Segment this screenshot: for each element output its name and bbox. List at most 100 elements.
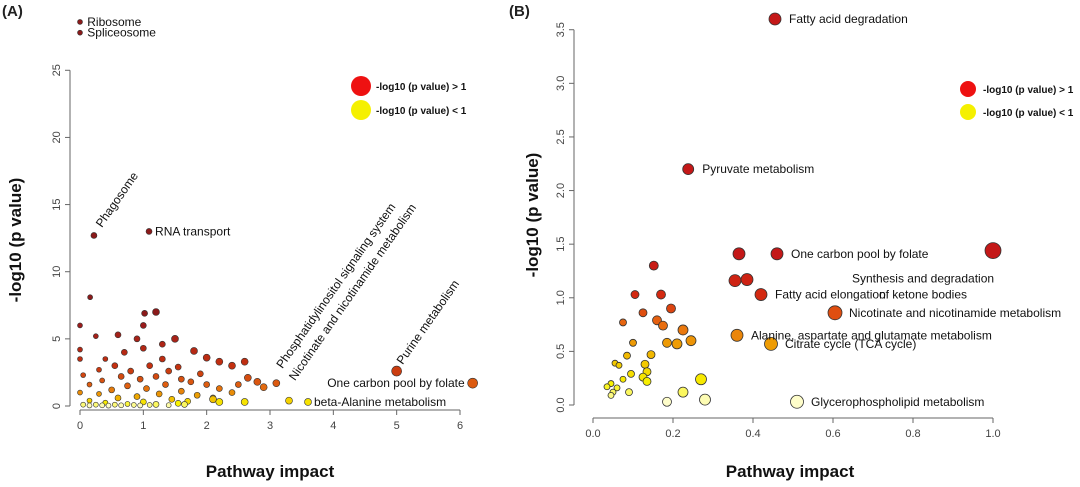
panel-b-data-point [754,288,768,301]
panel-a-data-point [111,362,119,370]
panel-b-data-point [627,370,635,378]
panel-b-data-point [640,359,650,369]
panel-a-data-point [203,381,210,388]
panel-a-data-point [136,375,144,383]
panel-a-data-point [152,401,160,408]
panel-b-data-point [764,336,778,351]
panel-b-point-label: Pyruvate metabolism [702,162,814,176]
panel-b-point-label: Citrate cycle (TCA cycle) [785,337,916,351]
panel-b-y-tick-label: 3.5 [555,22,567,37]
panel-b-x-tick-label: 0.8 [905,428,920,440]
panel-b-point-label: Synthesis and degradation [852,272,994,286]
panel-b-legend: -log10 (p value) > 1 -log10 (p value) < … [960,81,1074,120]
panel-b-y-tick-label: 1.5 [555,237,567,252]
panel-b-y-axis-title: -log10 (p value) [523,153,542,278]
panel-b-y-tick-label: 2.5 [555,129,567,144]
panel-a-data-point [391,365,402,377]
panel-a-data-point [178,375,185,383]
panel-a-data-point [77,356,83,362]
panel-b-x-tick-label: 0.4 [745,428,760,440]
panel-b-label: (B) [509,3,530,20]
panel-a-y-tick-label: 5 [51,336,63,342]
panel-a-data-point [467,377,478,389]
panel-a-data-point [93,401,99,408]
panel-a-point-label: Ribosome [87,15,141,29]
panel-a-data-point [152,373,160,380]
panel-a-point-label: One carbon pool by folate [327,376,465,390]
panel-b-data-point [984,242,1002,260]
panel-a-data-point [187,378,195,386]
panel-b-point-label: Alanine, aspartate and glutamate metabol… [751,328,992,342]
panel-a-data-point [133,335,141,343]
panel-b-point-label: Glycerophospholipid metabolism [811,395,984,409]
panel-a-data-point [159,355,166,363]
panel-b-data-point [662,337,672,348]
panel-a-data-point [259,383,268,392]
panel-a-data-point [133,393,141,400]
panel-b-point-label: of ketone bodies [879,288,967,302]
panel-a-data-point [80,401,86,408]
panel-a-y-tick-label: 25 [51,64,63,76]
panel-b-data-point [638,308,648,318]
panel-a-y-tick-label: 15 [51,198,63,210]
panel-a-data-point [240,357,249,366]
panel-b-data-point [827,305,843,321]
panel-b: (B) 0.0 0.2 0.4 0.6 0.8 1.0 0.0 0.5 1.0 1.5 2.0 2.5… [509,3,1074,481]
panel-a-point-label: Spliceosome [87,26,156,40]
panel-a-x-tick-label: 0 [77,420,83,432]
panel-b-data-point [730,328,744,342]
panel-a-data-point [193,391,201,399]
panel-a-data-point [272,379,281,387]
panel-a-data-point [209,395,217,404]
panel-a-data-point [285,396,293,405]
panel-b-x-axis-title: Pathway impact [726,462,855,481]
panel-b-axes: 0.0 0.2 0.4 0.6 0.8 1.0 0.0 0.5 1.0 1.5 2.0 2.5 3.0 3… [555,22,1001,440]
panel-b-data-point [770,247,784,261]
panel-a-points [77,19,478,409]
panel-b-data-point [619,375,627,383]
panel-b-y-tick-label: 1.0 [555,290,567,305]
panel-a-data-point [197,370,204,378]
panel-a-x-tick-label: 6 [457,420,463,432]
panel-a-data-point [77,19,83,25]
panel-b-data-point [662,396,672,407]
panel-b-point-label: Fatty acid elongation [775,288,886,302]
panel-a-y-tick-label: 0 [51,403,63,409]
panel-a-data-point [105,402,112,409]
panel-b-y-tick-label: 0.0 [555,397,567,412]
panel-a-data-point [124,382,131,390]
panel-a-legend-high-swatch [351,76,371,96]
panel-a-data-point [228,361,236,370]
panel-a-data-point [146,402,153,408]
panel-a-data-point [114,331,122,339]
panel-b-data-point [658,320,668,331]
panel-a-data-point [80,372,86,378]
panel-a-data-point [86,397,93,404]
panel-b-data-point [790,394,804,409]
panel-a-label: (A) [2,3,23,20]
panel-b-data-point [666,303,676,314]
panel-a-x-axis-title: Pathway impact [206,462,335,481]
panel-a-data-point [96,366,102,373]
panel-b-y-tick-label: 3.0 [555,76,567,91]
panel-a-data-point [87,294,93,301]
panel-a-data-point [112,401,118,408]
panel-a-data-point [165,367,172,375]
panel-a-legend-low-swatch [351,100,371,120]
panel-a-data-point [174,363,182,371]
panel-a-data-point [174,400,182,407]
panel-a-data-point [137,402,143,409]
panel-a-point-label: beta-Alanine metabolism [314,395,446,409]
panel-a-data-point [304,398,312,406]
panel-a-data-point [253,378,262,386]
panel-b-data-point [656,289,666,300]
panel-a-data-point [146,362,153,370]
panel-b-x-tick-label: 0.2 [665,428,680,440]
panel-b-data-point [623,351,631,360]
panel-b-legend-low-label: -log10 (p value) < 1 [983,108,1074,119]
panel-a-data-point [108,386,115,394]
panel-b-point-label: Nicotinate and nicotinamide metabolism [849,306,1061,320]
panel-b-y-tick-label: 0.5 [555,344,567,359]
panel-b-legend-high-swatch [960,81,976,97]
panel-b-legend-low-swatch [960,104,976,120]
